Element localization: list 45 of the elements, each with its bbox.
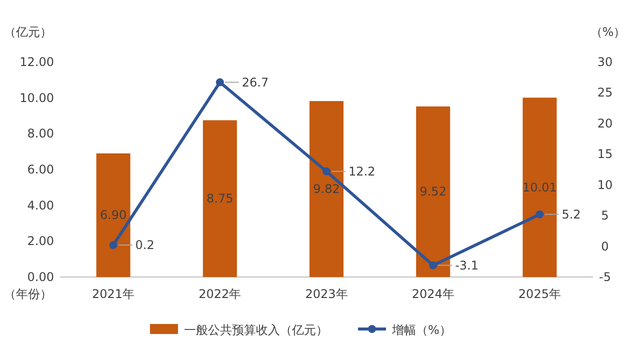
data-label: 10.01 (522, 180, 557, 194)
bar (416, 106, 450, 277)
y2-tick-label: 5 (601, 208, 609, 223)
y-tick-label: 0.00 (27, 270, 54, 284)
bar (522, 98, 557, 277)
x-tick-label: 2021年 (92, 287, 135, 301)
y2-tick-label: 20 (597, 116, 613, 130)
x-tick-label: 2025年 (518, 287, 561, 301)
x-tick-label: 2022年 (198, 287, 242, 301)
point (429, 261, 438, 270)
data-label: 5.2 (562, 207, 581, 222)
data-label: -3.1 (455, 258, 479, 272)
bar (202, 120, 237, 277)
point (216, 78, 224, 86)
bar (96, 153, 130, 277)
y-tick-label: 12.00 (20, 55, 54, 69)
y2-tick-label: 25 (597, 86, 613, 100)
y2-tick-label: 30 (597, 55, 613, 69)
x-tick-label: 2023年 (305, 287, 348, 301)
legend-label: 一般公共预算收入（亿元） (184, 323, 328, 337)
y-tick-label: 2.00 (27, 234, 54, 248)
data-label: 9.52 (420, 184, 446, 199)
data-label: 9.82 (313, 182, 340, 196)
y2-tick-label: -5 (599, 270, 611, 284)
data-label: 26.7 (242, 75, 269, 90)
point (109, 241, 118, 250)
y-tick-label: 6.00 (27, 162, 54, 176)
y2-tick-label: 0 (601, 239, 609, 254)
y-tick-label: 4.00 (27, 198, 54, 212)
y-axis-title: （亿元） (4, 25, 52, 39)
y2-tick-label: 15 (597, 147, 613, 162)
data-label: 0.2 (135, 238, 154, 252)
data-label: 6.90 (100, 208, 127, 222)
point (322, 167, 330, 176)
x-tick-label: 2024年 (412, 287, 454, 301)
x-axis-title: （年份） (4, 287, 52, 301)
y2-axis-title: （%） (590, 25, 626, 39)
y-tick-label: 10.00 (20, 90, 54, 105)
y2-tick-label: 10 (597, 178, 613, 192)
y-tick-label: 8.00 (27, 126, 54, 141)
legend-label: 增幅（%） (391, 323, 452, 337)
bar (310, 101, 344, 277)
data-label: 12.2 (348, 164, 376, 178)
data-label: 8.75 (206, 192, 234, 206)
point (536, 210, 544, 218)
